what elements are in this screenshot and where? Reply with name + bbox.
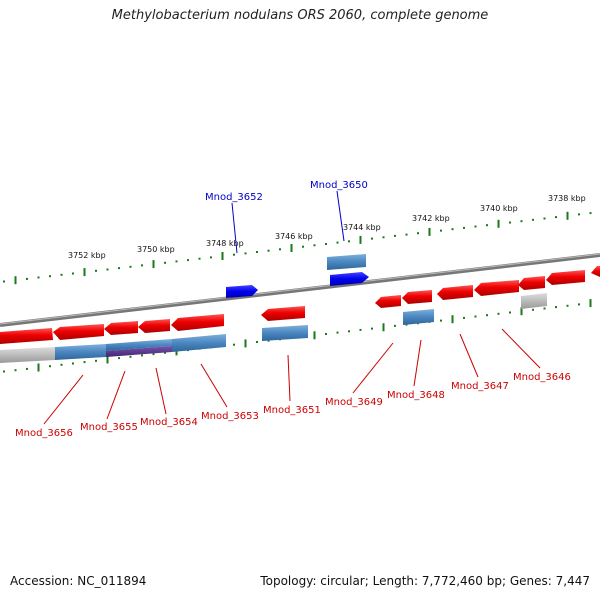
genes-count-label: Genes: 7,447 — [509, 574, 590, 588]
label-mnod-3652[interactable]: Mnod_3652 — [205, 192, 263, 203]
reverse-genes — [0, 266, 600, 344]
feature-cds-3653[interactable] — [172, 334, 226, 352]
scale-label-3750: 3750 kbp — [137, 245, 175, 254]
scale-label-3738: 3738 kbp — [548, 194, 586, 203]
feature-pseudo-3646[interactable] — [521, 293, 547, 309]
leader-mnod-3649 — [352, 342, 394, 394]
label-mnod-3653[interactable]: Mnod_3653 — [201, 411, 259, 422]
label-mnod-3646[interactable]: Mnod_3646 — [513, 372, 571, 383]
topology-label: Topology: circular; — [260, 574, 369, 588]
map-title: Methylobacterium nodulans ORS 2060, comp… — [111, 8, 489, 23]
leader-mnod-3652 — [231, 202, 238, 254]
gene-mnod-3651[interactable] — [261, 306, 305, 321]
leader-mnod-3648 — [413, 339, 422, 387]
gene-mnod-3653a[interactable] — [138, 319, 170, 333]
gene-mnod-3656[interactable] — [0, 328, 53, 344]
reverse-gene-labels: Mnod_3656 Mnod_3655 Mnod_3654 Mnod_3653 … — [15, 372, 571, 439]
leader-mnod-3646 — [501, 328, 541, 369]
gene-mnod-3652[interactable] — [226, 285, 258, 298]
leader-mnod-3656 — [43, 374, 84, 425]
feature-cds-3651[interactable] — [262, 325, 308, 341]
gene-mnod-3650[interactable] — [330, 272, 369, 286]
label-mnod-3651[interactable]: Mnod_3651 — [263, 405, 321, 416]
gene-mnod-3654[interactable] — [104, 321, 138, 335]
leader-mnod-3653 — [200, 363, 228, 408]
leader-mnod-3651 — [287, 354, 291, 402]
scale-ticks-upper — [3, 211, 592, 285]
genome-backbone — [0, 253, 600, 327]
feature-overlap-3654[interactable] — [106, 346, 172, 357]
gene-mnod-3655[interactable] — [53, 324, 104, 340]
scale-label-3744: 3744 kbp — [343, 223, 381, 232]
feature-cds-3648[interactable] — [403, 309, 434, 325]
accession-label: Accession: NC_011894 — [10, 574, 147, 588]
reverse-features — [0, 293, 547, 363]
feature-cds-3654[interactable] — [106, 339, 172, 351]
feature-pseudo-3656[interactable] — [0, 347, 55, 363]
feature-cds-3655[interactable] — [55, 344, 106, 360]
gene-mnod-3649[interactable] — [375, 295, 401, 308]
feature-cds-3650[interactable] — [327, 254, 366, 270]
leader-mnod-3654 — [155, 367, 167, 415]
gene-mnod-3648[interactable] — [402, 290, 432, 304]
scale-label-3752: 3752 kbp — [68, 251, 106, 260]
reverse-leaders — [43, 328, 541, 425]
label-mnod-3650[interactable]: Mnod_3650 — [310, 180, 368, 191]
label-mnod-3655[interactable]: Mnod_3655 — [80, 422, 138, 433]
length-label: Length: 7,772,460 bp; — [372, 574, 507, 588]
label-mnod-3656[interactable]: Mnod_3656 — [15, 428, 73, 439]
label-mnod-3648[interactable]: Mnod_3648 — [387, 390, 445, 401]
scale-label-3740: 3740 kbp — [480, 204, 518, 213]
gene-mnod-3645[interactable] — [518, 276, 545, 290]
forward-genes — [226, 254, 369, 298]
scale-label-3748: 3748 kbp — [206, 239, 244, 248]
scale-label-3746: 3746 kbp — [275, 232, 313, 241]
gene-mnod-3647[interactable] — [437, 285, 473, 300]
gene-mnod-3653[interactable] — [171, 314, 224, 331]
gene-mnod-3644[interactable] — [546, 270, 585, 285]
genome-summary: Topology: circular; Length: 7,772,460 bp… — [260, 574, 590, 588]
forward-gene-labels: Mnod_3652 Mnod_3650 — [205, 180, 368, 203]
label-mnod-3649[interactable]: Mnod_3649 — [325, 397, 383, 408]
forward-leaders — [231, 190, 345, 254]
leader-mnod-3650 — [336, 190, 345, 242]
label-mnod-3654[interactable]: Mnod_3654 — [140, 417, 198, 428]
genome-backbone-highlight — [0, 253, 600, 325]
scale-labels: 3752 kbp 3750 kbp 3748 kbp 3746 kbp 3744… — [68, 194, 586, 260]
label-mnod-3647[interactable]: Mnod_3647 — [451, 381, 509, 392]
gene-mnod-3646[interactable] — [474, 280, 519, 296]
leader-mnod-3655 — [106, 370, 126, 420]
scale-label-3742: 3742 kbp — [412, 214, 450, 223]
leader-mnod-3647 — [459, 333, 479, 378]
gene-mnod-3643[interactable] — [591, 266, 600, 277]
